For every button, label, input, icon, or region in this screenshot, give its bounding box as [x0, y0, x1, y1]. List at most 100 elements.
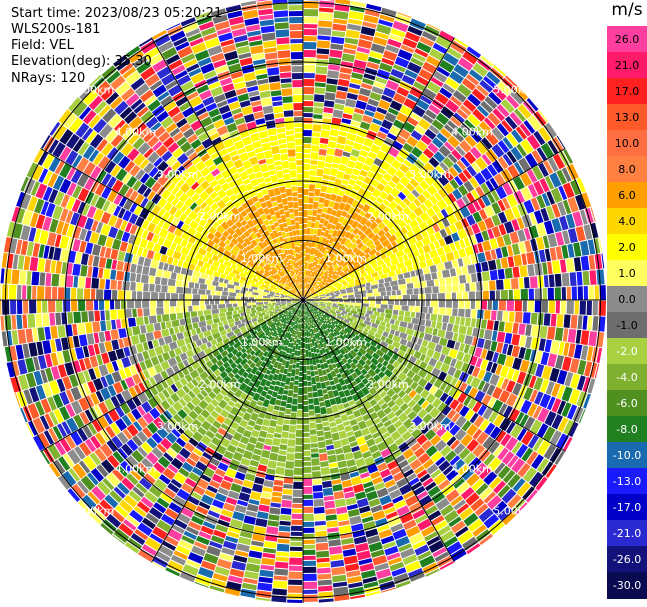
gate-2098: [220, 221, 230, 231]
gate-4405: [345, 497, 357, 506]
gate-1937: [157, 91, 170, 102]
gate-3219: [172, 364, 180, 374]
gate-3519: [126, 473, 139, 486]
gate-593: [506, 133, 519, 147]
gate-2831: [256, 302, 264, 305]
gate-4142: [301, 329, 303, 336]
gate-363: [558, 185, 568, 200]
gate-1294: [304, 262, 307, 270]
gate-1040: [369, 122, 381, 133]
gate-615: [377, 229, 386, 238]
gate-744: [323, 270, 329, 276]
gate-1201: [306, 270, 310, 277]
gate-3984: [245, 510, 257, 517]
gate-1960: [240, 219, 248, 226]
gate-1941: [140, 66, 156, 81]
gate-2659: [167, 278, 176, 287]
gate-2726: [31, 271, 40, 286]
gate-3992: [231, 560, 246, 571]
gate-752: [354, 234, 360, 240]
gate-4178: [289, 557, 303, 565]
gate-3713: [145, 537, 161, 551]
gate-1470: [273, 10, 289, 18]
gate-237: [354, 281, 360, 286]
gate-3141: [65, 389, 75, 403]
gate-563: [359, 251, 366, 258]
gate-271: [580, 209, 588, 225]
gate-2723: [51, 273, 60, 287]
gate-784: [483, 76, 497, 89]
gate-1828: [228, 166, 238, 176]
gate-245: [406, 265, 414, 272]
gate-1842: [186, 91, 199, 101]
gate-1732: [245, 167, 254, 175]
gate-2923: [262, 305, 268, 309]
gate-1269: [320, 130, 330, 138]
gate-4571: [327, 353, 332, 359]
gate-203: [422, 266, 431, 275]
gate-932: [330, 242, 336, 248]
gate-3333: [90, 435, 102, 449]
gate-398: [484, 205, 495, 218]
gate-522: [381, 239, 391, 248]
gate-4935: [309, 305, 314, 309]
gate-290: [403, 259, 413, 267]
gate-4743: [440, 504, 454, 517]
gate-2422: [202, 256, 209, 263]
gate-692: [510, 90, 524, 105]
gate-2049: [240, 233, 247, 240]
gate-3863: [287, 333, 292, 340]
gate-2676: [61, 262, 67, 275]
gate-1099: [389, 34, 404, 43]
gate-2887: [197, 310, 204, 317]
gate-3535: [271, 330, 278, 337]
gate-2877: [265, 303, 272, 306]
gate-3728: [257, 372, 265, 381]
gate-1610: [233, 34, 248, 43]
gate-3812: [293, 315, 297, 322]
gate-3604: [179, 447, 191, 459]
gate-1127: [343, 144, 353, 153]
gate-3564: [143, 473, 156, 485]
gate-2071: [139, 127, 151, 139]
gate-4068: [277, 455, 287, 463]
gate-3021: [227, 318, 235, 324]
gate-3010: [292, 301, 300, 304]
gate-166: [488, 259, 497, 271]
gate-2606: [205, 279, 212, 286]
gate-4255: [310, 443, 318, 448]
gate-529: [419, 211, 430, 222]
gate-629: [448, 166, 459, 178]
gate-2660: [160, 277, 168, 286]
gate-4592: [379, 468, 391, 479]
gate-260: [502, 233, 512, 246]
gate-4867: [412, 415, 423, 427]
gate-1504: [273, 106, 284, 114]
gate-4248: [308, 398, 314, 404]
gate-727: [456, 127, 468, 139]
gate-968: [307, 287, 310, 292]
gate-3597: [210, 410, 220, 419]
gate-4373: [350, 594, 366, 600]
gate-3464: [156, 427, 169, 439]
gate-623: [417, 194, 427, 204]
gate-1434: [297, 247, 301, 254]
gate-2185: [248, 257, 255, 264]
gate-108: [413, 281, 421, 289]
gate-1043: [376, 107, 388, 115]
gate-4501: [368, 498, 381, 508]
gate-648: [310, 288, 315, 293]
gate-3114: [219, 329, 228, 336]
gate-1447: [289, 162, 297, 170]
gate-1330: [317, 27, 332, 36]
gate-3729: [253, 379, 261, 389]
gate-2555: [239, 283, 245, 288]
gate-2141: [236, 242, 245, 251]
gate-827: [461, 78, 477, 91]
gate-4252: [309, 422, 317, 429]
gate-685: [478, 121, 492, 135]
gate-539: [474, 172, 486, 186]
gate-3308: [215, 353, 223, 361]
gate-1628: [277, 218, 283, 224]
gate-3815: [286, 332, 291, 339]
